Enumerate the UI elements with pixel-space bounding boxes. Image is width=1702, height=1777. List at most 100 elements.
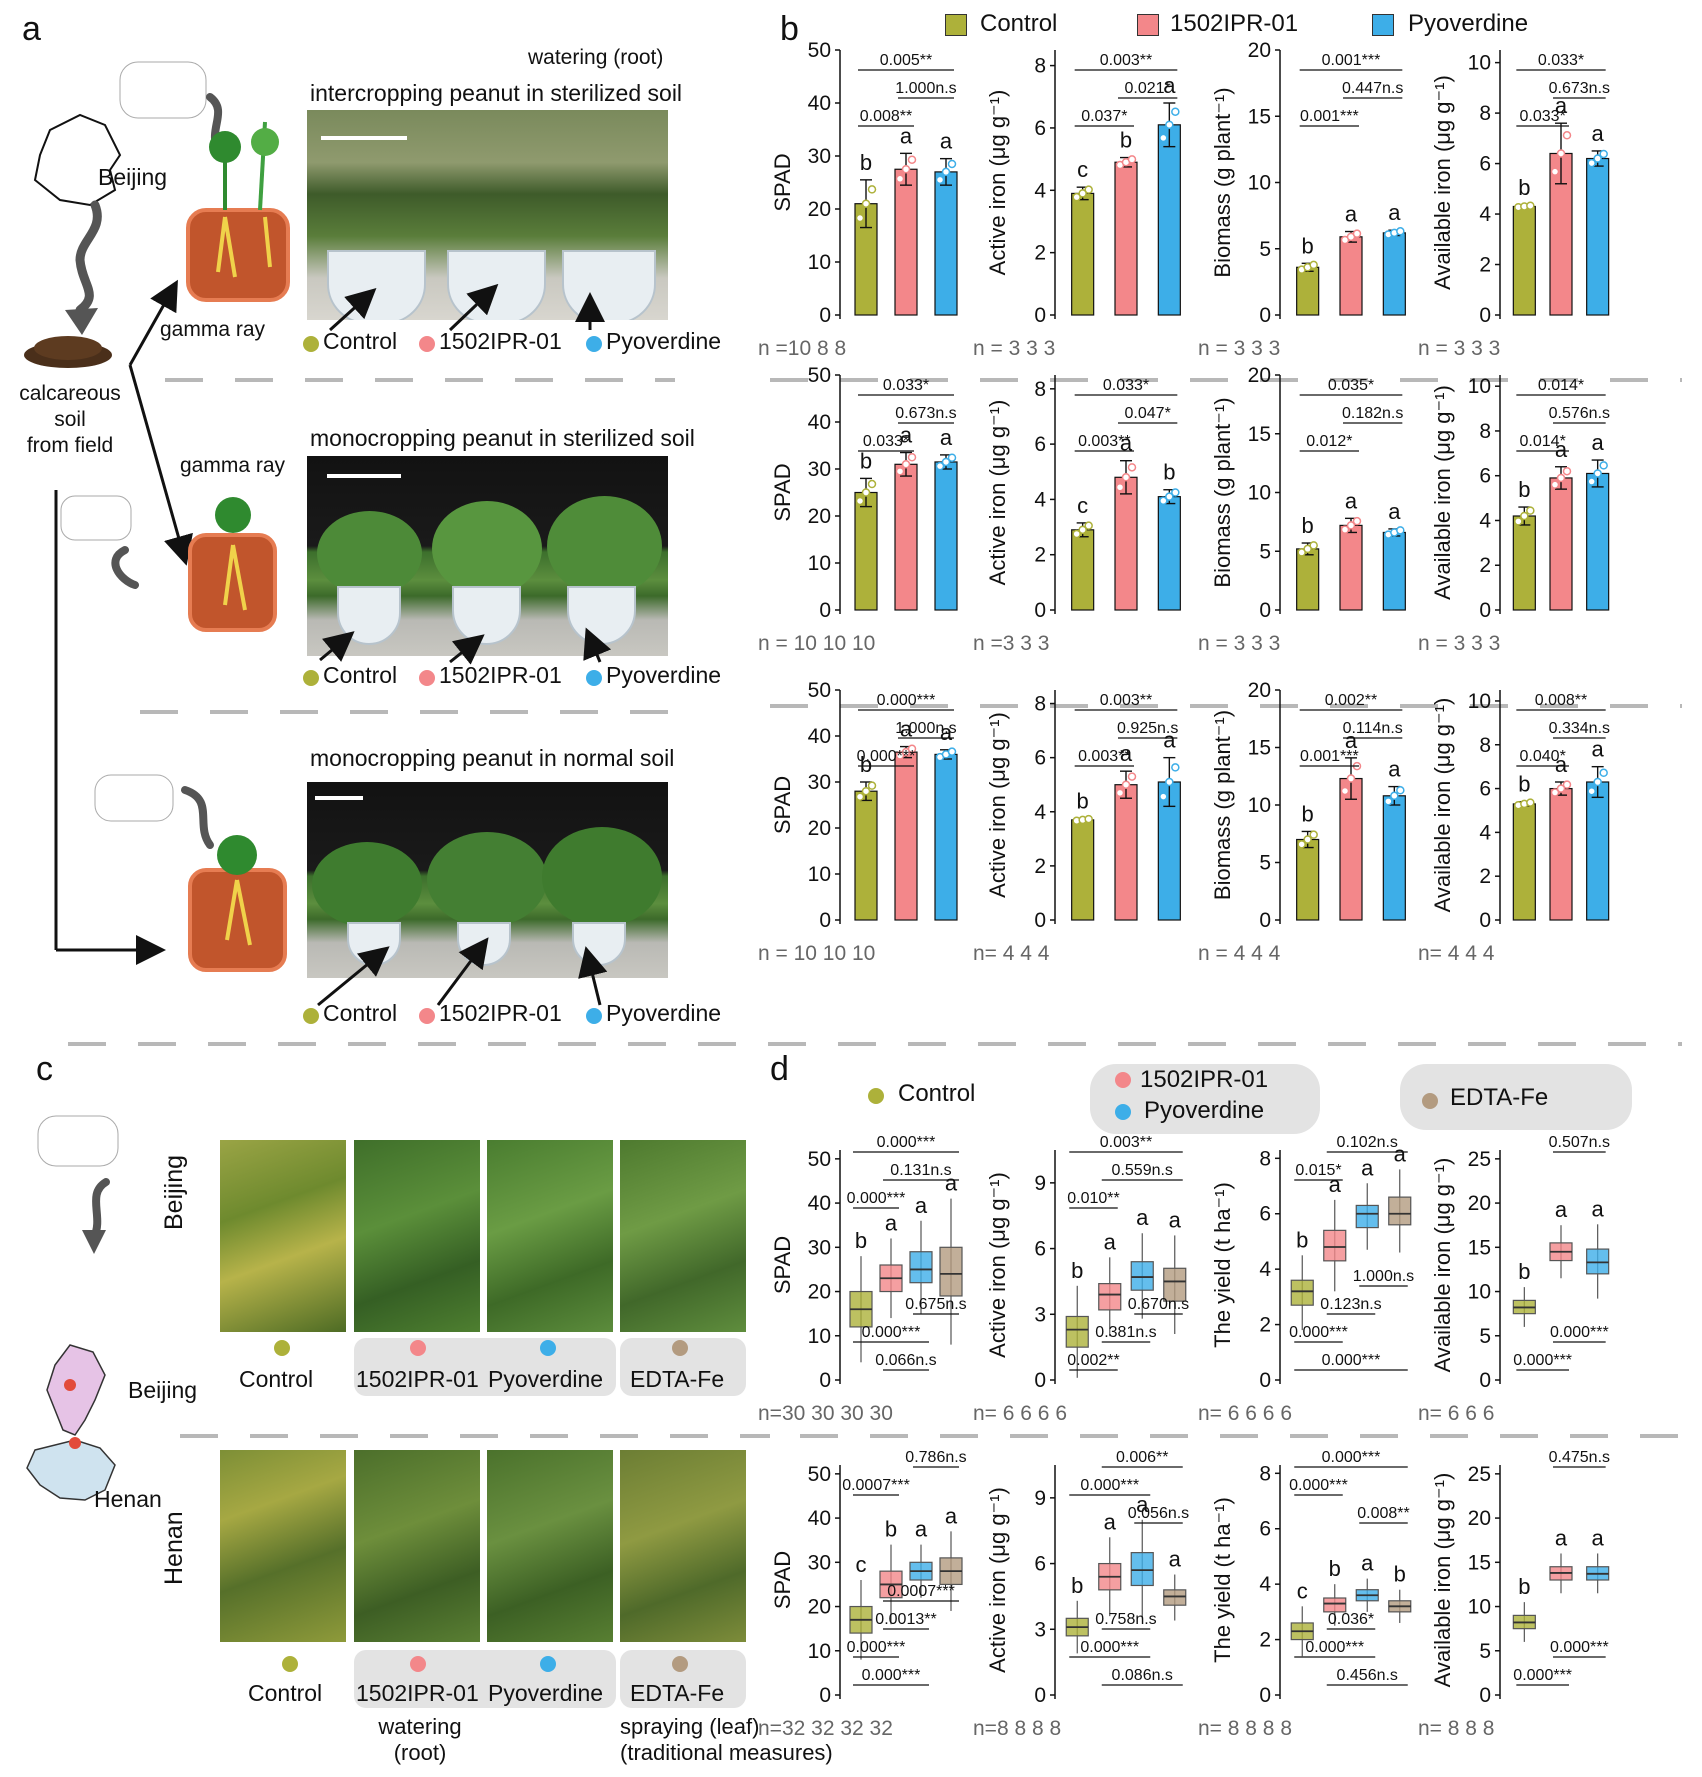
data-point	[1550, 167, 1560, 176]
significance-letter: a	[1555, 93, 1568, 118]
y-tick-label: 0	[819, 1684, 831, 1707]
y-axis-label: Available iron (μg g⁻¹)	[1430, 385, 1455, 600]
significance-letter: b	[1302, 233, 1314, 258]
pvalue-label: 0.334n.s	[1549, 720, 1610, 737]
pvalue-label: 0.000***	[1322, 1352, 1381, 1369]
significance-letter: a	[940, 129, 953, 154]
a-pyo-label: Pyoverdine	[606, 1000, 722, 1026]
pvalue-label: 0.447n.s	[1342, 80, 1403, 97]
box	[1130, 1552, 1154, 1587]
sample-size-label: n = 3 3 3	[1418, 632, 1500, 655]
y-tick-label: 10	[1468, 1281, 1491, 1304]
y-tick-label: 8	[1034, 378, 1046, 401]
pvalue-label: 0.000***	[1289, 1477, 1348, 1494]
y-tick-label: 0	[1479, 1369, 1491, 1392]
y-axis-label: Active iron (μg g⁻¹)	[985, 1172, 1010, 1358]
watering-root-label: watering (root)	[528, 46, 664, 69]
y-tick-label: 10	[1468, 375, 1491, 398]
sample-size-label: n= 4 4 4	[973, 942, 1050, 965]
data-point	[1084, 521, 1093, 530]
china-region-map	[26, 1344, 116, 1501]
separator-c	[180, 1434, 770, 1438]
pvalue-label: 0.507n.s	[1549, 1134, 1610, 1151]
significance-letter: a	[1592, 121, 1605, 146]
significance-letter: b	[1329, 1556, 1341, 1581]
watering-root-2: (root)	[393, 1740, 447, 1765]
sample-size-label: n = 3 3 3	[973, 337, 1055, 360]
y-tick-label: 10	[1468, 52, 1491, 75]
bar	[1157, 496, 1181, 611]
y-tick-label: 20	[1468, 1507, 1491, 1530]
data-point	[855, 496, 865, 506]
significance-letter: a	[1169, 1207, 1182, 1232]
pvalue-label: 0.000***	[847, 1190, 906, 1207]
separator-d	[800, 1434, 1682, 1438]
y-tick-label: 20	[808, 1596, 831, 1619]
data-point	[935, 175, 945, 185]
chart-b13: 0 5 10 15 20 Biomass (g plant⁻¹) b a a 0.001*** 0.…	[1198, 39, 1406, 360]
data-point	[867, 479, 877, 489]
a-pyo-label: Pyoverdine	[606, 328, 722, 354]
bar	[1157, 124, 1181, 316]
bar	[1114, 476, 1138, 611]
significance-letter: a	[940, 425, 953, 450]
data-point	[1396, 526, 1405, 535]
y-tick-label: 2	[1259, 1629, 1271, 1652]
y-tick-label: 10	[808, 251, 831, 274]
data-point	[895, 174, 905, 184]
data-point	[1587, 477, 1596, 486]
bar	[934, 753, 958, 921]
y-tick-label: 2	[1479, 254, 1491, 277]
y-tick-label: 30	[808, 1236, 831, 1259]
data-point	[1084, 814, 1093, 824]
field-photo-beijing-control	[220, 1140, 346, 1332]
y-tick-label: 25	[1468, 1463, 1491, 1486]
significance-letter: a	[1329, 1172, 1342, 1197]
significance-letter: a	[1104, 1509, 1117, 1534]
data-point	[1072, 529, 1081, 539]
y-tick-label: 4	[1479, 203, 1491, 226]
pvalue-label: 0.925n.s	[1117, 720, 1178, 737]
significance-letter: a	[1592, 430, 1605, 455]
d-legend-edta: EDTA-Fe	[1450, 1084, 1549, 1111]
y-tick-label: 15	[1468, 1551, 1491, 1574]
sample-size-label: n= 8 8 8	[1418, 1717, 1494, 1740]
pot-schematic-3	[94, 774, 287, 972]
row3-title: monocropping peanut in normal soil	[310, 745, 675, 771]
sample-size-label: n= 6 6 6 6	[1198, 1402, 1292, 1425]
pvalue-label: 0.033*	[1520, 108, 1566, 125]
sample-size-label: n= 6 6 6	[1418, 1402, 1494, 1425]
significance-letter: b	[885, 1517, 897, 1542]
row-label-henan: Henan	[160, 1511, 188, 1585]
y-tick-label: 0	[1259, 304, 1271, 327]
bar	[1071, 819, 1095, 921]
data-point	[867, 185, 877, 194]
data-point	[1115, 788, 1125, 798]
pvalue-label: 0.000***	[1289, 1324, 1348, 1341]
y-tick-label: 20	[808, 817, 831, 840]
box	[909, 1251, 933, 1284]
pvalue-label: 0.000***	[862, 1667, 921, 1684]
pvalue-label: 0.000***	[1080, 1639, 1139, 1656]
pvalue-label: 0.673n.s	[895, 405, 956, 422]
bar	[1586, 781, 1610, 921]
pvalue-label: 1.000n.s	[1353, 1268, 1414, 1285]
pvalue-label: 0.014*	[1520, 433, 1566, 450]
a-ipr-label: 1502IPR-01	[439, 1000, 562, 1026]
significance-letter: c	[856, 1552, 867, 1577]
pvalue-label: 0.033*	[863, 433, 909, 450]
box	[1323, 1597, 1347, 1613]
y-tick-label: 30	[808, 145, 831, 168]
data-point	[1171, 763, 1180, 772]
pvalue-label: 0.033*	[883, 377, 929, 394]
y-tick-label: 40	[808, 411, 831, 434]
y-tick-label: 6	[1034, 117, 1046, 140]
significance-letter: b	[1120, 128, 1132, 153]
y-tick-label: 50	[808, 1148, 831, 1171]
y-tick-label: 0	[1479, 909, 1491, 932]
bar	[1296, 548, 1320, 611]
sample-size-label: n=30 30 30 30	[758, 1402, 893, 1425]
